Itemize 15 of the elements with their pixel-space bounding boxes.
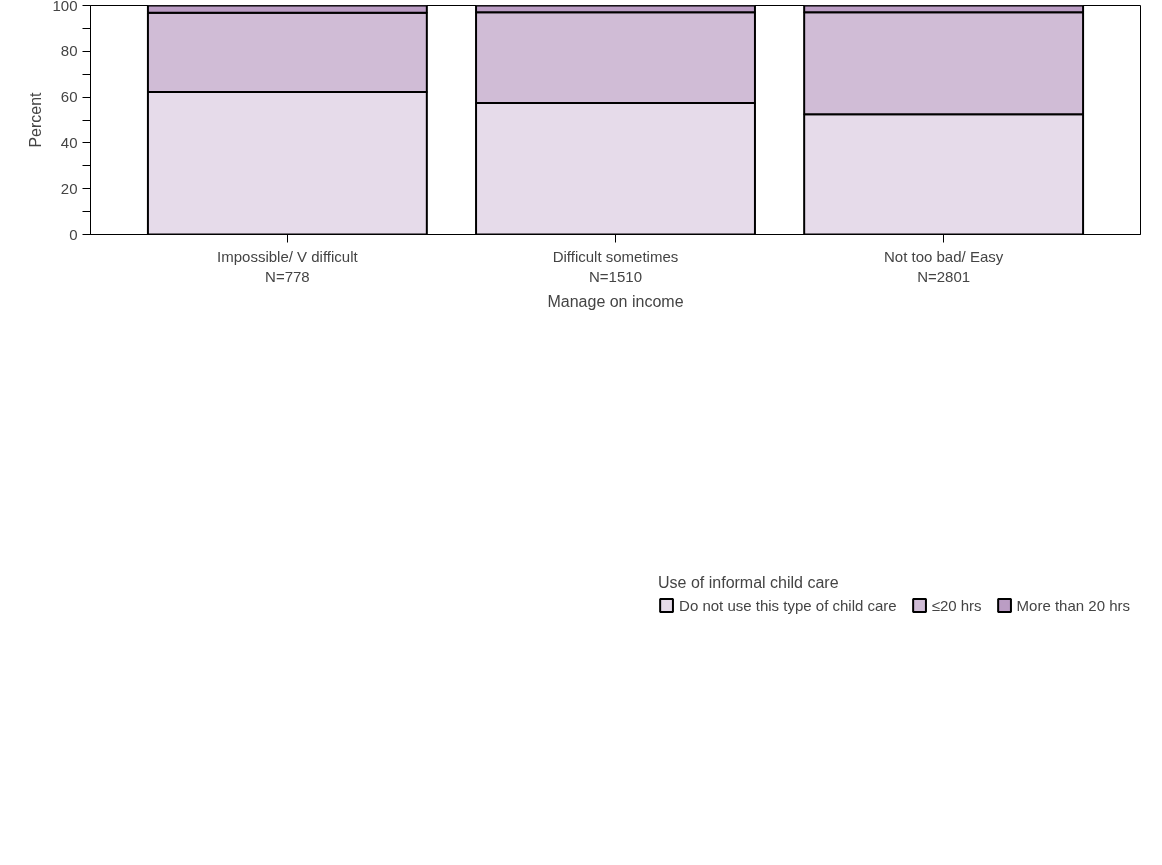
y-axis-title: Percent [27, 91, 45, 148]
y-tick-label: 100 [52, 0, 78, 14]
legend-label: More than 20 hrs [1016, 596, 1130, 614]
y-tick-label: 20 [60, 179, 78, 197]
y-tick-label: 40 [60, 133, 78, 151]
y-tick-label: 80 [60, 42, 78, 60]
legend-title: Use of informal child care [658, 573, 840, 592]
legend-label: ≤20 hrs [931, 596, 982, 614]
x-tick-label: Difficult sometimes N=1510 [552, 247, 679, 285]
legend-label: Do not use this type of child care [679, 596, 897, 614]
x-axis-title: Manage on income [547, 292, 684, 310]
y-tick-label: 0 [69, 225, 78, 243]
y-tick-label: 60 [60, 88, 78, 106]
x-tick-label: Impossible/ V difficult N=778 [217, 247, 359, 285]
x-tick-label: Not too bad/ Easy N=2801 [884, 247, 1004, 285]
